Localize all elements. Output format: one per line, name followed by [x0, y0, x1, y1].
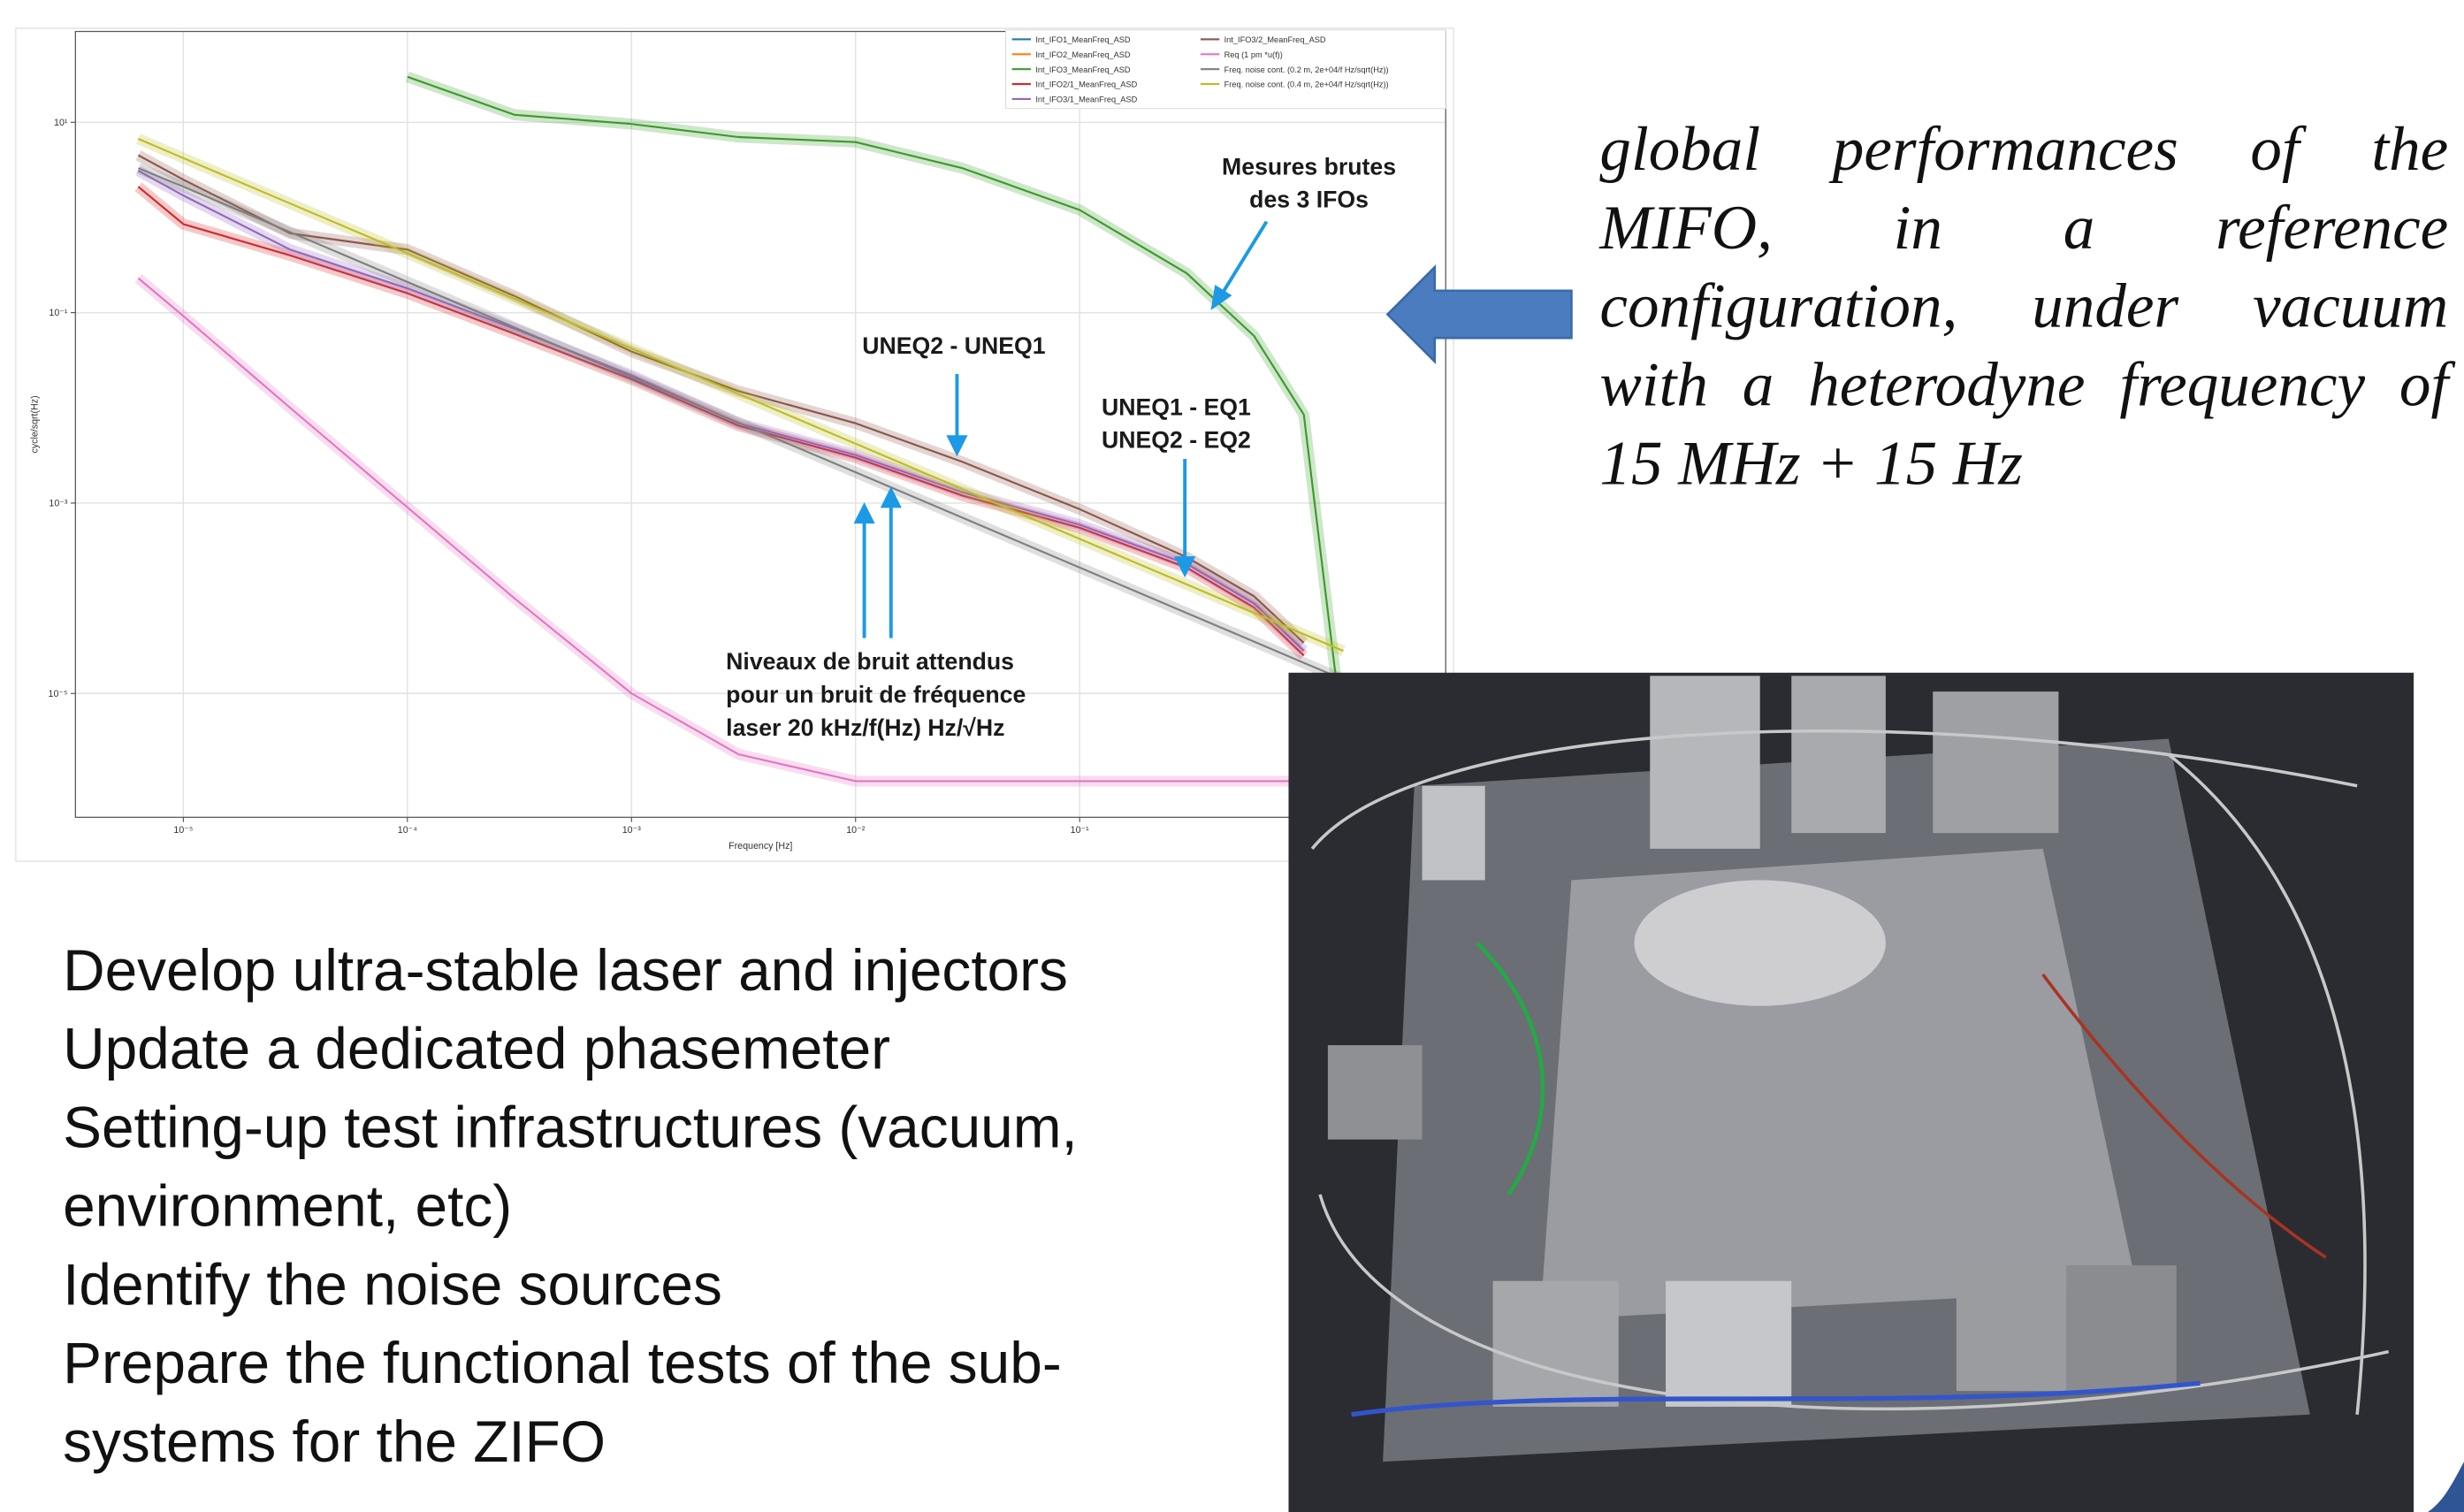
bullet-line: Develop ultra-stable laser and injectors: [63, 938, 1068, 1004]
photo-mount: [1666, 1280, 1792, 1407]
caption-line: configuration, under vacuum: [1599, 270, 2449, 341]
photo-mount: [1956, 1264, 2067, 1392]
x-tick-label: 10⁻²: [846, 825, 865, 836]
legend-label: Int_IFO2_MeanFreq_ASD: [1035, 50, 1131, 59]
annotation: UNEQ2 - EQ2: [1102, 427, 1251, 454]
photo-cable: [1351, 1380, 2201, 1417]
photo-cable: [2041, 974, 2327, 1259]
bullet-line: Setting-up test infrastructures (vacuum,: [63, 1095, 1078, 1160]
photo-highlight: [1634, 880, 1886, 1006]
y-tick-label: 10⁻⁵: [49, 689, 68, 699]
caption-line: global performances of the: [1599, 112, 2449, 184]
y-tick-label: 10¹: [54, 118, 68, 128]
x-tick-label: 10⁻¹: [1071, 825, 1089, 836]
y-tick-label: 10⁻³: [49, 498, 67, 508]
caption-line: with a heterodyne frequency of: [1599, 348, 2449, 420]
legend-label: Freq. noise cont. (0.4 m, 2e+04/f Hz/sqr…: [1224, 80, 1389, 89]
y-axis-label: cycle/sqrt(Hz): [30, 395, 41, 453]
legend-label: Int_IFO3/1_MeanFreq_ASD: [1035, 95, 1137, 104]
photo-mount: [1650, 676, 1760, 849]
x-tick-label: 10⁻⁵: [173, 825, 193, 836]
photo-mount: [1422, 785, 1485, 881]
arrowhead: [946, 435, 968, 457]
photo-mount: [1933, 691, 2059, 834]
legend-box: [1005, 29, 1446, 110]
bullet-line: systems for the ZIFO: [63, 1409, 606, 1475]
photo-mount: [1791, 676, 1886, 834]
annotation: Mesures brutes: [1222, 153, 1396, 179]
legend-label: Int_IFO3_MeanFreq_ASD: [1035, 65, 1131, 74]
series-line: [407, 75, 1345, 738]
chart-background: [14, 27, 1455, 862]
arrow: [1219, 220, 1269, 297]
bullet-line: Prepare the functional tests of the sub-: [63, 1331, 1062, 1396]
legend-label: Int_IFO2/1_MeanFreq_ASD: [1035, 80, 1137, 89]
annotation: Niveaux de bruit attendus: [726, 648, 1014, 675]
legend-label: Req (1 pm *u(f)): [1224, 50, 1283, 59]
annotation: UNEQ2 - UNEQ1: [862, 332, 1046, 359]
photo: [1288, 672, 2414, 1512]
corner-decoration: [2428, 1462, 2464, 1512]
legend-label: Int_IFO1_MeanFreq_ASD: [1035, 35, 1131, 44]
annotation: des 3 IFOs: [1249, 187, 1369, 213]
bullet-line: Identify the noise sources: [63, 1252, 722, 1317]
chart: 10⁻⁵ 10⁻⁴ 10⁻³ 10⁻² 10⁻¹ 10¹ 10⁻¹ 10⁻³ 10⁻⁵ Frequ…: [30, 29, 1446, 851]
x-axis-label: Frequency [Hz]: [729, 841, 792, 851]
annotation-arrows: [853, 220, 1269, 638]
y-tick-label: 10⁻¹: [49, 308, 67, 318]
arrowhead: [880, 486, 902, 508]
series-line: [138, 167, 1344, 681]
legend-label: Freq. noise cont. (0.2 m, 2e+04/f Hz/sqr…: [1224, 65, 1389, 74]
x-tick-label: 10⁻³: [622, 825, 641, 836]
arrowhead: [853, 501, 875, 524]
photo-mount: [1492, 1280, 1619, 1407]
x-tick-label: 10⁻⁴: [398, 825, 417, 836]
pointer-arrow: [1385, 263, 1573, 365]
annotation: pour un bruit de fréquence: [726, 682, 1026, 708]
legend-label: Int_IFO3/2_MeanFreq_ASD: [1224, 35, 1326, 44]
caption-line: 15 MHz + 15 Hz: [1599, 427, 2023, 499]
arrowhead: [1174, 556, 1196, 578]
arrowhead: [1210, 285, 1232, 310]
bullet-line: Update a dedicated phasemeter: [63, 1017, 891, 1081]
bullet-line: environment, etc): [63, 1173, 513, 1239]
annotation: laser 20 kHz/f(Hz) Hz/√Hz: [726, 714, 1004, 741]
photo-mount: [2066, 1264, 2177, 1392]
annotation: UNEQ1 - EQ1: [1102, 393, 1251, 420]
series-line: [137, 277, 1344, 783]
photo-cable: [1476, 941, 1545, 1196]
series-line: [137, 137, 1344, 653]
plot-frame: [74, 30, 1446, 818]
caption-line: MIFO, in a reference: [1599, 191, 2449, 263]
photo-mount: [1327, 1045, 1423, 1140]
